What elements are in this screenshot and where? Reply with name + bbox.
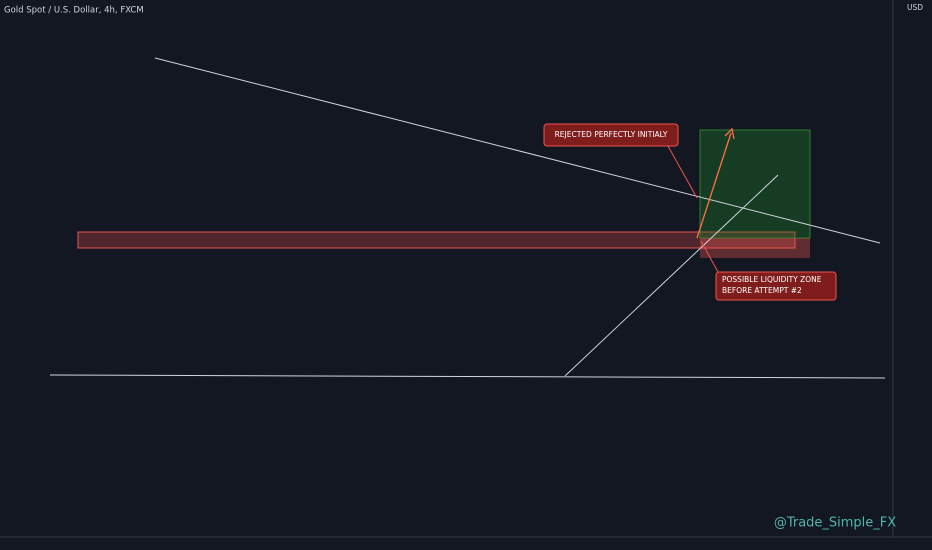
annotation: BEFORE ATTEMPT #2 bbox=[722, 286, 802, 295]
callout-pointer bbox=[700, 240, 719, 273]
callout-box bbox=[715, 271, 837, 301]
chart-title: Gold Spot / U.S. Dollar, 4h, FXCM bbox=[4, 6, 144, 16]
price-axis bbox=[893, 0, 932, 550]
watermark: @Trade_Simple_FX bbox=[774, 516, 896, 531]
liquidity-zone bbox=[77, 231, 796, 249]
trendline-down bbox=[154, 57, 881, 244]
drawings: REJECTED PERFECTLY INITIALY POSSIBLE LIQ… bbox=[49, 57, 886, 379]
annotation: REJECTED PERFECTLY INITIALY bbox=[555, 130, 668, 139]
trendline-up bbox=[564, 174, 779, 377]
annotation: POSSIBLE LIQUIDITY ZONE bbox=[722, 275, 822, 284]
arrow bbox=[696, 132, 732, 239]
support-line bbox=[49, 374, 886, 379]
time-axis bbox=[0, 537, 932, 550]
callout-box bbox=[543, 123, 679, 147]
arrow-head bbox=[724, 127, 735, 140]
stop-box bbox=[700, 238, 810, 258]
target-box bbox=[699, 129, 811, 239]
currency: USD bbox=[907, 3, 923, 12]
callout-pointer bbox=[667, 145, 698, 199]
